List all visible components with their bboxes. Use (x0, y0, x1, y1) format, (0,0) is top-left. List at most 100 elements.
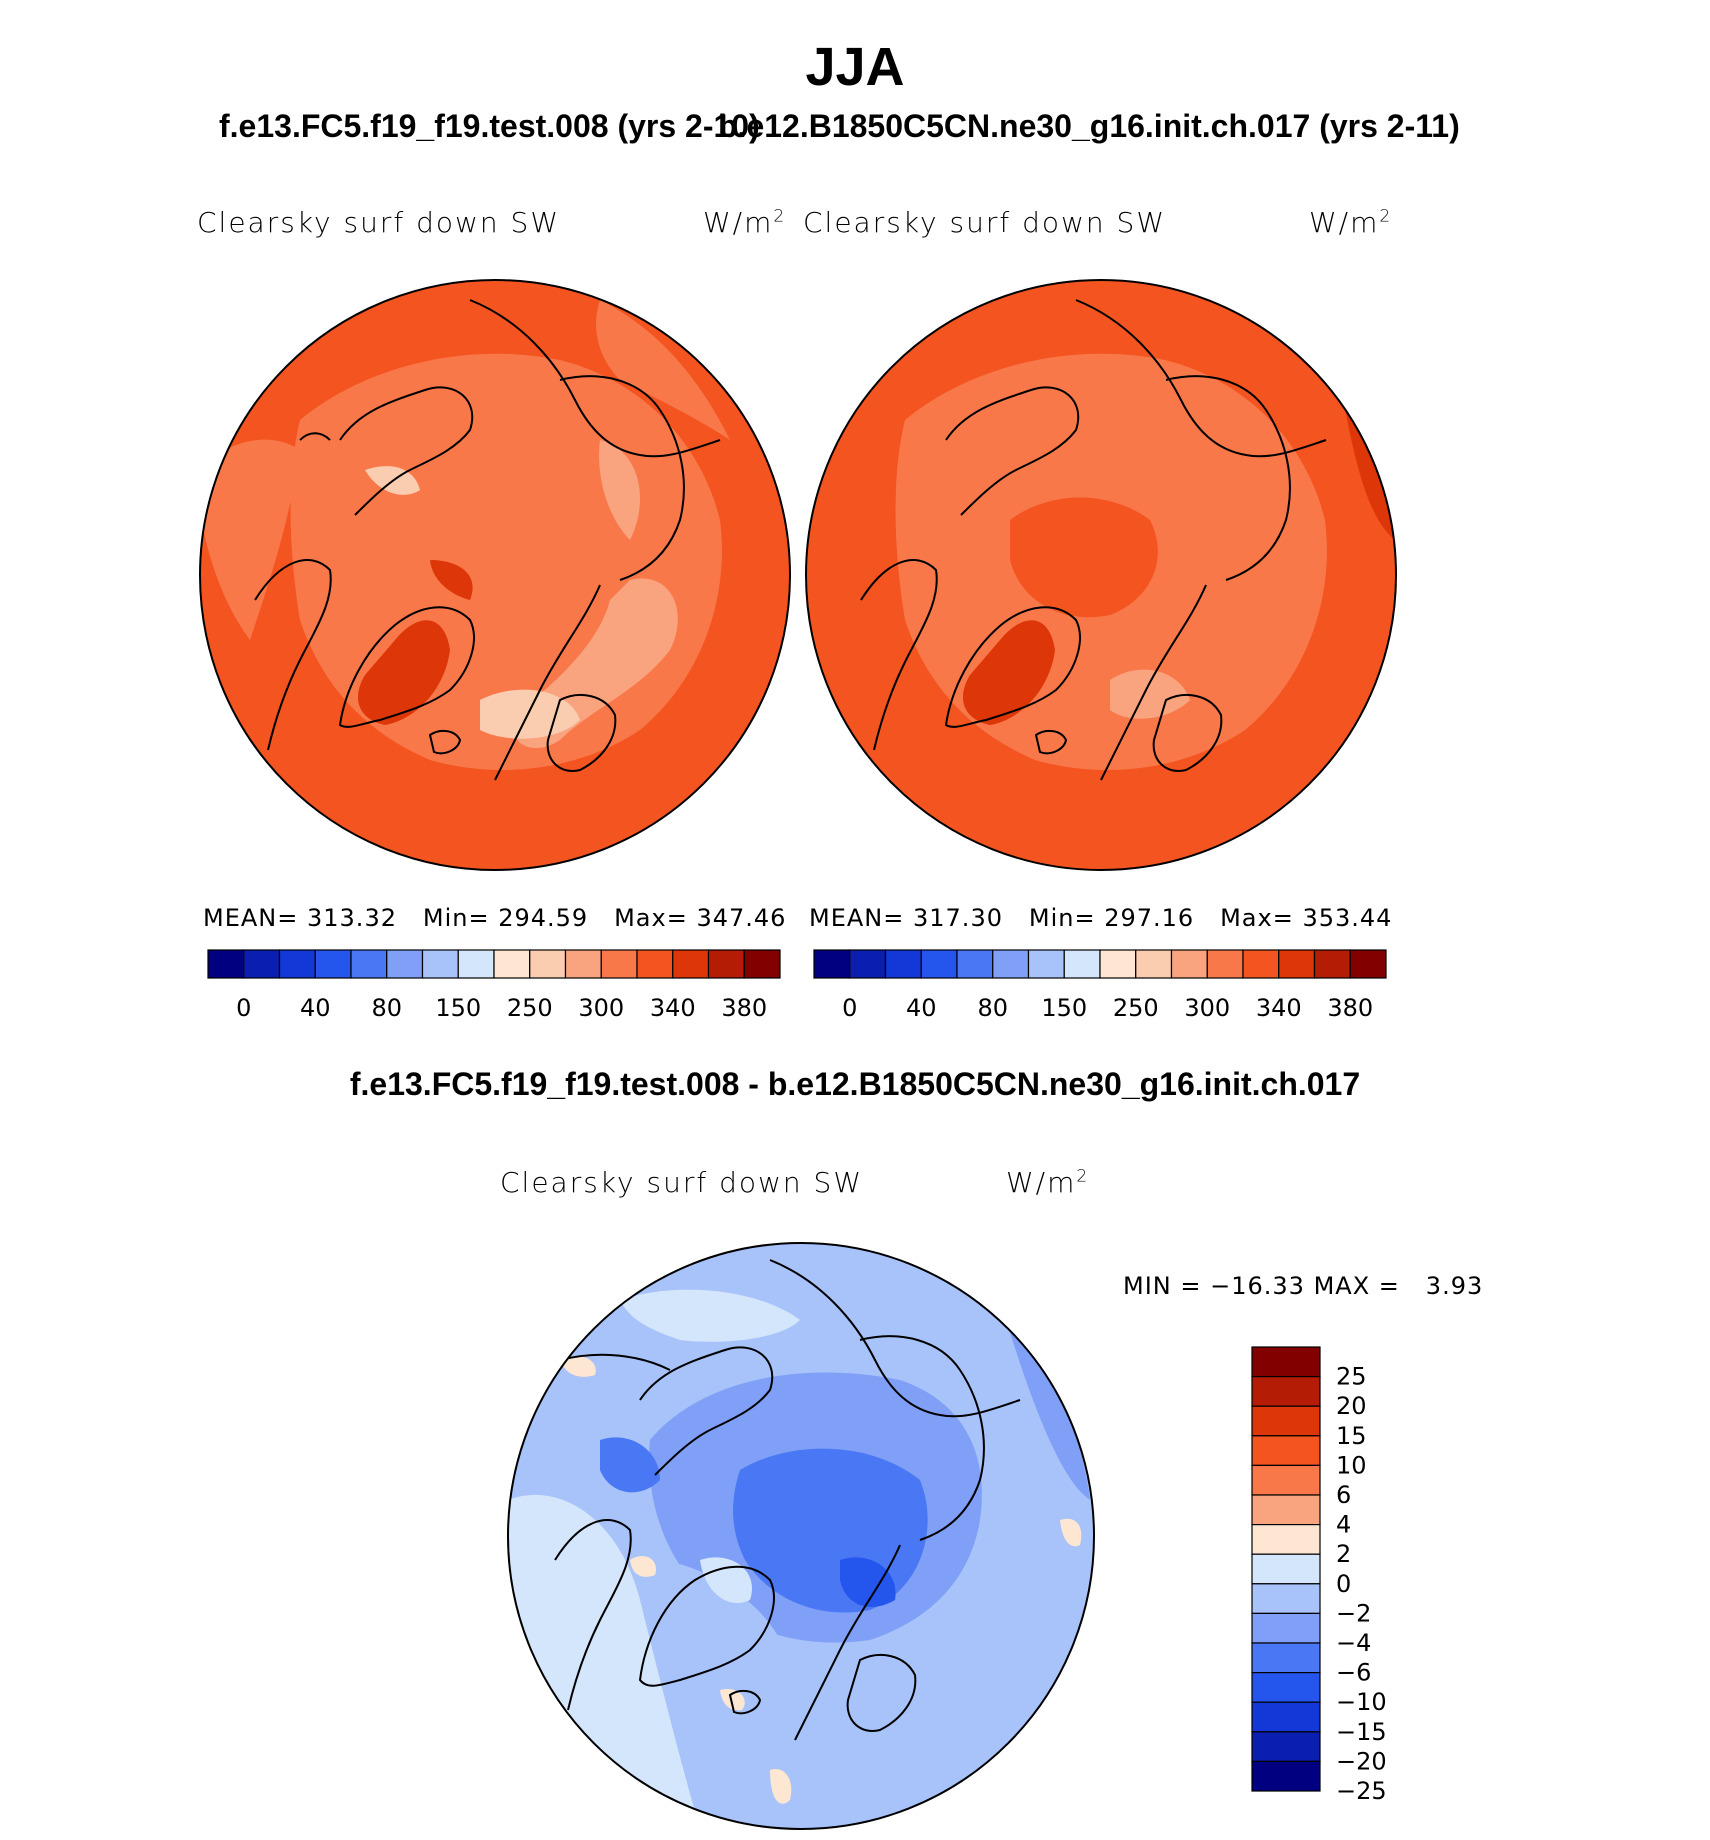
panel2-mean: 317.30 (913, 904, 1003, 932)
colorbar2-color-box (920, 949, 958, 979)
colorbar1-tick-label: 300 (578, 994, 624, 1022)
colorbar2-color-box (1135, 949, 1173, 979)
colorbar2-color-box (1027, 949, 1065, 979)
colorbar2-tick-label: 0 (842, 994, 857, 1022)
colorbar3-color-box (1251, 1523, 1321, 1555)
colorbar2-tick-label: 150 (1041, 994, 1087, 1022)
colorbar1-tick-label: 40 (300, 994, 331, 1022)
panel1-units: W/m2 (703, 206, 787, 239)
colorbar3-tick-label: −10 (1336, 1688, 1387, 1716)
colorbar3-tick-label: 20 (1336, 1392, 1367, 1420)
colorbar3-tick-label: −25 (1336, 1777, 1387, 1805)
colorbar2-color-box (1349, 949, 1387, 979)
colorbar2-color-box (849, 949, 887, 979)
colorbar3-tick-label: 2 (1336, 1540, 1351, 1568)
panel2-units: W/m2 (1309, 206, 1393, 239)
colorbar2-tick-label: 300 (1184, 994, 1230, 1022)
colorbar1-color-box (600, 949, 638, 979)
map1-boundary (199, 279, 791, 871)
colorbar2-color-box (956, 949, 994, 979)
colorbar2-color-box (813, 949, 851, 979)
colorbar3-color-box (1251, 1760, 1321, 1792)
panel2-min: 297.16 (1104, 904, 1195, 932)
colorbar3-color-box (1251, 1731, 1321, 1763)
colorbar2-tick-label: 40 (906, 994, 937, 1022)
colorbar3-tick-label: 4 (1336, 1511, 1351, 1539)
panel2-max: 353.44 (1302, 904, 1393, 932)
colorbar2-tick-label: 80 (977, 994, 1008, 1022)
panel1-min: 294.59 (498, 904, 589, 932)
map-panel-2 (805, 279, 1397, 871)
colorbar3-color-box (1251, 1346, 1321, 1378)
colorbar3-color-box (1251, 1671, 1321, 1703)
panel3-variable-label: Clearsky surf down SW (500, 1166, 864, 1199)
colorbar1-color-box (278, 949, 316, 979)
colorbar2-tick-label: 340 (1256, 994, 1302, 1022)
colorbar1-color-box (707, 949, 745, 979)
panel1-stats: MEAN= 313.32 Min= 294.59 Max= 347.46 (203, 904, 787, 932)
map2-boundary (805, 279, 1397, 871)
panel1-variable-label: Clearsky surf down SW (197, 206, 561, 239)
colorbar3-color-box (1251, 1405, 1321, 1437)
colorbar1-color-box (314, 949, 352, 979)
colorbar2-color-box (1099, 949, 1137, 979)
colorbar3-color-box (1251, 1612, 1321, 1644)
colorbar3-tick-label: −6 (1336, 1659, 1371, 1687)
colorbar3-tick-label: −15 (1336, 1718, 1387, 1746)
colorbar1-color-box (743, 949, 781, 979)
colorbar-panel-1: 0 40 80 150 250 300 340 380 (207, 949, 781, 1022)
colorbar2-color-box (1170, 949, 1208, 979)
colorbar1-color-box (421, 949, 459, 979)
colorbar3-tick-label: −4 (1336, 1629, 1371, 1657)
panel1-mean: 313.32 (307, 904, 397, 932)
map3-boundary (507, 1242, 1095, 1830)
colorbar2-color-box (884, 949, 922, 979)
colorbar1-color-box (493, 949, 531, 979)
colorbar2-color-box (1206, 949, 1244, 979)
colorbar3-tick-label: 6 (1336, 1481, 1351, 1509)
colorbar2-color-box (992, 949, 1030, 979)
colorbar2-tick-label: 250 (1113, 994, 1159, 1022)
colorbar3-color-box (1251, 1494, 1321, 1526)
colorbar3-tick-label: 25 (1336, 1363, 1367, 1391)
panel3-units: W/m2 (1006, 1166, 1090, 1199)
colorbar3-tick-label: −2 (1336, 1599, 1371, 1627)
colorbar1-tick-label: 80 (371, 994, 402, 1022)
colorbar3-tick-label: 0 (1336, 1570, 1351, 1598)
colorbar3-color-box (1251, 1583, 1321, 1615)
colorbar1-color-box (529, 949, 567, 979)
colorbar3-tick-label: 10 (1336, 1451, 1367, 1479)
colorbar-panel-2: 0 40 80 150 250 300 340 380 (813, 949, 1387, 1022)
colorbar1-color-box (636, 949, 674, 979)
colorbar1-color-box (386, 949, 424, 979)
figure-title: JJA (805, 37, 905, 97)
panel2-variable-label: Clearsky surf down SW (803, 206, 1167, 239)
case1-title: f.e13.FC5.f19_f19.test.008 (yrs 2-10) (219, 108, 760, 144)
colorbar1-tick-label: 340 (650, 994, 696, 1022)
difference-title: f.e13.FC5.f19_f19.test.008 - b.e12.B1850… (349, 1066, 1361, 1102)
panel3-max: 3.93 (1425, 1272, 1484, 1300)
map-panel-1 (199, 279, 791, 871)
colorbar3-tick-label: −20 (1336, 1747, 1387, 1775)
colorbar1-color-box (672, 949, 710, 979)
colorbar1-color-box (457, 949, 495, 979)
colorbar2-color-box (1278, 949, 1316, 979)
colorbar3-color-box (1251, 1553, 1321, 1585)
colorbar3-color-box (1251, 1701, 1321, 1733)
colorbar3-color-box (1251, 1375, 1321, 1407)
colorbar1-tick-label: 250 (507, 994, 553, 1022)
case2-title: b.e12.B1850C5CN.ne30_g16.init.ch.017 (yr… (718, 108, 1460, 144)
colorbar1-tick-label: 0 (236, 994, 251, 1022)
colorbar3-color-box (1251, 1642, 1321, 1674)
colorbar1-tick-label: 380 (721, 994, 767, 1022)
colorbar1-color-box (243, 949, 281, 979)
colorbar2-color-box (1313, 949, 1351, 979)
panel3-stats: MIN = −16.33 MAX = 3.93 (1123, 1272, 1484, 1300)
colorbar1-color-box (207, 949, 245, 979)
colorbar2-color-box (1063, 949, 1101, 979)
panel3-min: −16.33 (1210, 1272, 1305, 1300)
panel1-max: 347.46 (696, 904, 787, 932)
colorbar3-tick-label: 15 (1336, 1422, 1367, 1450)
